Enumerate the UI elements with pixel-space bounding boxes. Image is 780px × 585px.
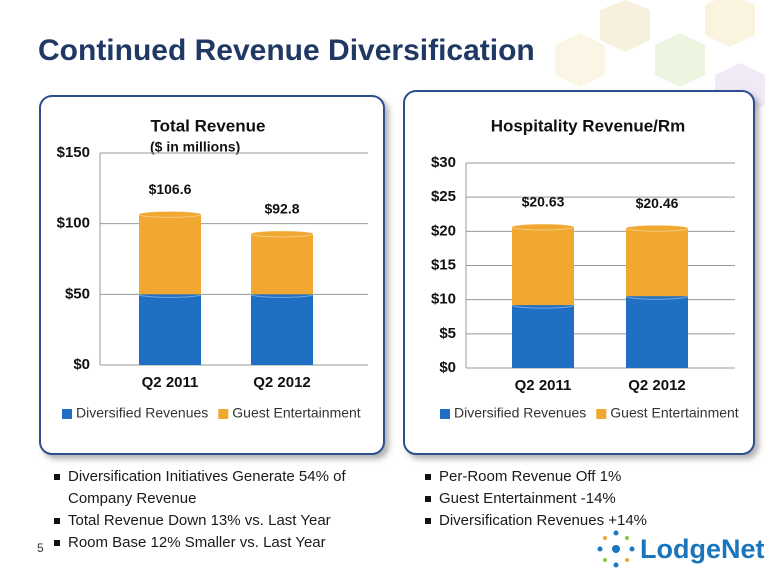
x-tick-label: Q2 2011 — [515, 377, 572, 394]
x-tick-label: Q2 2011 — [142, 374, 199, 391]
x-tick-label: Q2 2012 — [253, 374, 311, 391]
chart-frame — [403, 90, 755, 455]
bullet: Room Base 12% Smaller vs. Last Year — [54, 532, 379, 554]
bullet-list: Per-Room Revenue Off 1% Guest Entertainme… — [425, 466, 745, 532]
bullet: Total Revenue Down 13% vs. Last Year — [54, 510, 379, 532]
bar-cap — [625, 224, 689, 232]
y-tick-label: $0 — [439, 359, 456, 376]
bar-segment — [512, 305, 574, 368]
y-tick-label: $10 — [431, 291, 456, 308]
bar-segment — [626, 228, 688, 297]
bar-segment — [139, 214, 201, 295]
bar-segment — [139, 294, 201, 365]
bar-segment — [251, 233, 313, 295]
y-tick-label: $30 — [431, 154, 456, 171]
bar-cap — [138, 210, 202, 218]
legend-label: Diversified Revenues — [454, 405, 586, 421]
y-tick-label: $0 — [73, 356, 90, 373]
y-tick-label: $25 — [431, 188, 456, 205]
bar-segment — [512, 227, 574, 306]
legend-swatch — [218, 409, 229, 419]
bar-cap — [250, 230, 314, 238]
page-number: 5 — [37, 541, 44, 555]
y-tick-label: $5 — [439, 325, 456, 342]
bar-segment — [626, 296, 688, 368]
bar-segment — [251, 294, 313, 365]
legend-swatch — [62, 409, 72, 419]
bullet: Diversification Initiatives Generate 54%… — [54, 466, 379, 510]
chart-subtitle: ($ in millions) — [150, 139, 240, 155]
legend-label: Guest Entertainment — [232, 405, 361, 421]
bullet-list: Diversification Initiatives Generate 54%… — [54, 466, 379, 554]
logo-mark — [597, 530, 635, 568]
bullet: Per-Room Revenue Off 1% — [425, 466, 745, 488]
slide-title: Continued Revenue Diversification — [38, 34, 535, 67]
bullet: Guest Entertainment -14% — [425, 488, 745, 510]
logo-text: LodgeNet — [640, 534, 765, 564]
y-tick-label: $100 — [57, 215, 90, 232]
y-tick-label: $150 — [57, 144, 90, 161]
legend-label: Guest Entertainment — [610, 405, 739, 421]
legend-swatch — [440, 409, 450, 419]
total-label: $20.46 — [636, 195, 679, 211]
total-label: $92.8 — [264, 201, 299, 217]
bar-cap — [511, 223, 575, 231]
chart-title: Total Revenue — [151, 116, 266, 135]
total-label: $20.63 — [522, 194, 565, 210]
y-tick-label: $15 — [431, 256, 456, 273]
legend-label: Diversified Revenues — [76, 405, 208, 421]
legend-swatch — [596, 409, 607, 419]
x-tick-label: Q2 2012 — [628, 377, 686, 394]
total-label: $106.6 — [149, 181, 192, 197]
y-tick-label: $50 — [65, 285, 90, 302]
y-tick-label: $20 — [431, 222, 456, 239]
chart-title: Hospitality Revenue/Rm — [491, 116, 686, 135]
bullet: Diversification Revenues +14% — [425, 510, 745, 532]
